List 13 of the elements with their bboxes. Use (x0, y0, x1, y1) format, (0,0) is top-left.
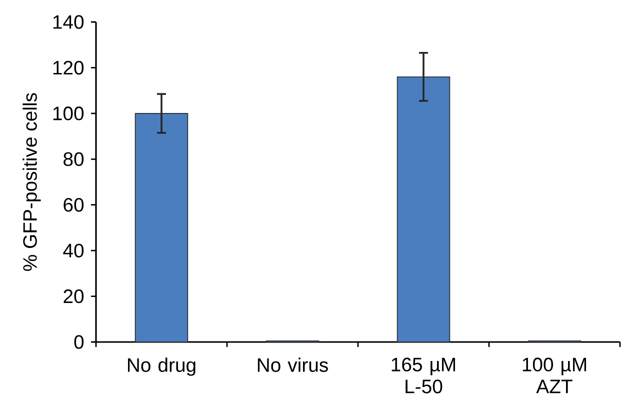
x-tick-label: 100 µM AZT (522, 358, 586, 394)
y-axis-title: % GFP-positive cells (22, 93, 41, 271)
x-tick-label: No drug (128, 358, 196, 376)
y-tick-label: 120 (53, 60, 84, 75)
y-tick-label: 100 (53, 106, 84, 120)
y-tick-label: 60 (64, 198, 84, 212)
y-tick-label: 40 (63, 244, 84, 258)
y-tick-label: 0 (74, 335, 84, 349)
y-tick-label: 140 (53, 15, 84, 29)
x-tick-label: 165 µM L-50 (392, 358, 456, 394)
y-tick-label: 20 (64, 289, 84, 304)
y-tick-label: 80 (64, 152, 84, 166)
x-tick-label: No virus (258, 358, 328, 372)
